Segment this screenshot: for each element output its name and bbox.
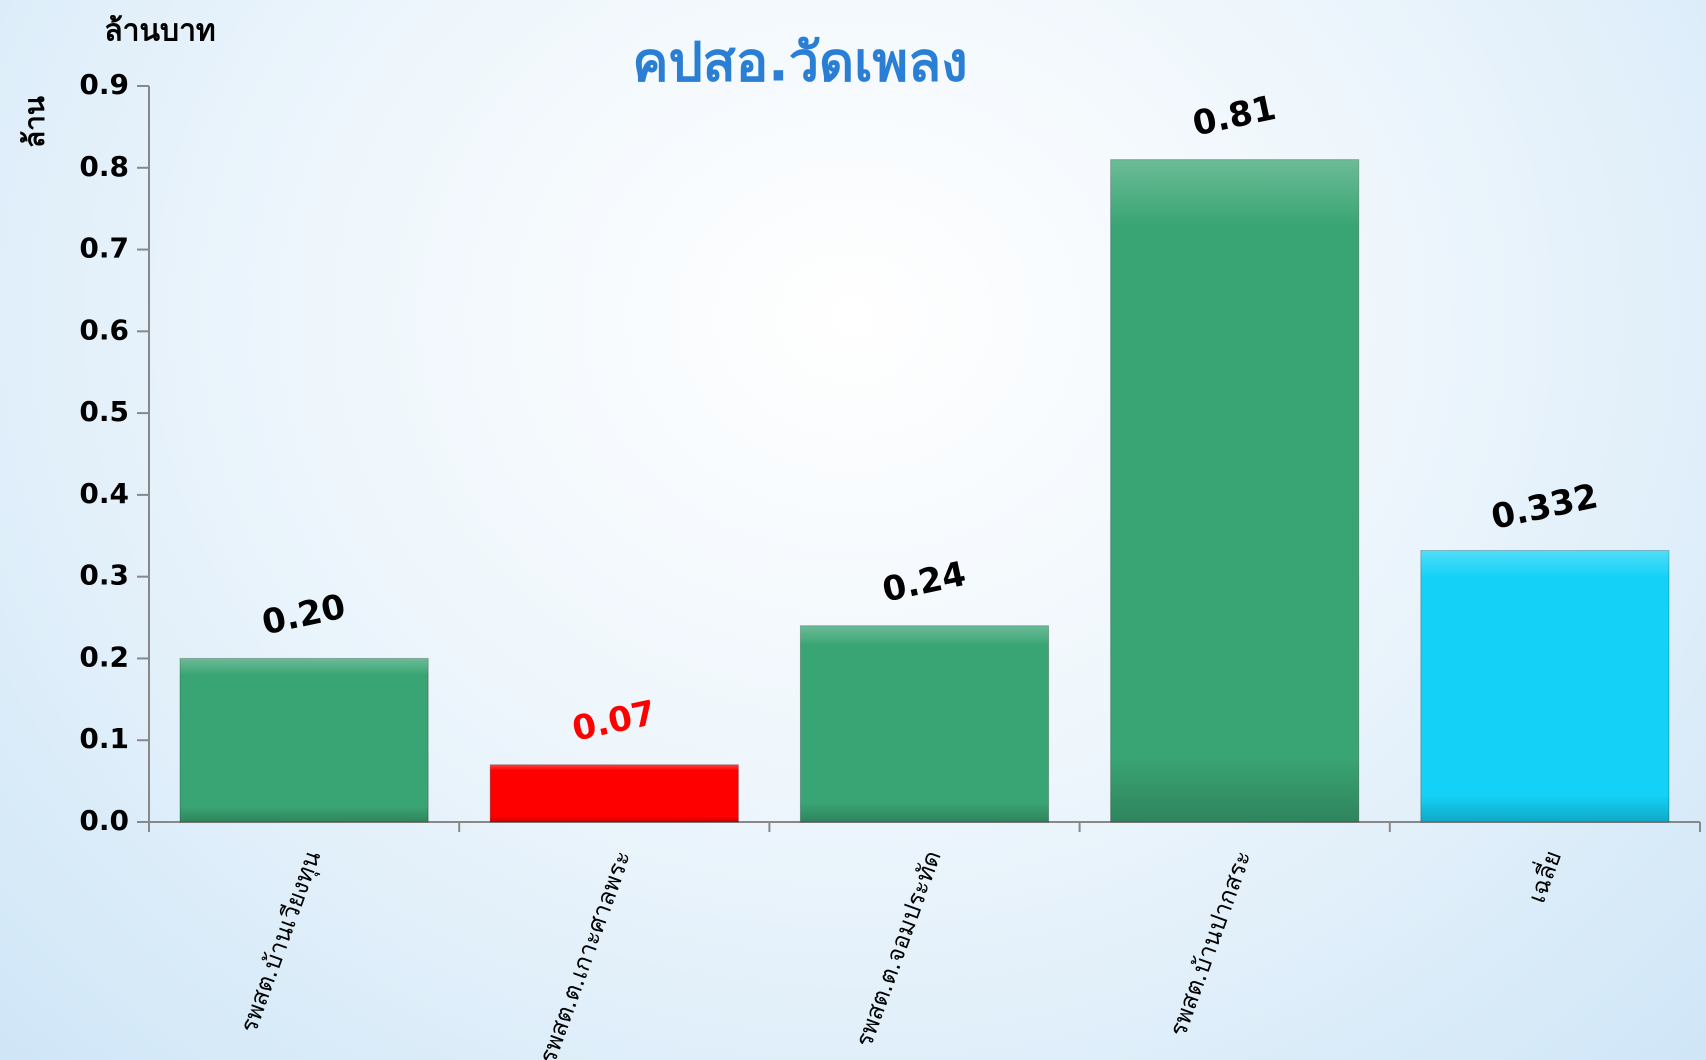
- value-label: 0.81: [1189, 88, 1279, 145]
- y-tick-label: 0.4: [79, 477, 129, 510]
- value-label: 0.07: [569, 693, 659, 750]
- value-label: 0.332: [1488, 476, 1602, 537]
- x-tick-label: รพสต.ต.เกาะศาลพระ: [534, 847, 637, 1060]
- bar-shade: [490, 764, 739, 822]
- bar-shade: [1420, 550, 1669, 822]
- x-tick-label: รพสต.ต.จอมประทัด: [850, 847, 947, 1051]
- y-tick-label: 0.9: [79, 68, 129, 101]
- x-tick-label: เฉลี่ย: [1520, 846, 1567, 907]
- y-tick-label: 0.1: [79, 722, 129, 755]
- y-tick-label: 0.8: [79, 150, 129, 183]
- bar-shade: [1110, 159, 1359, 823]
- y-tick-label: 0.3: [79, 559, 129, 592]
- chart-title: คปสอ.วัดเพลง: [632, 31, 967, 94]
- value-label: 0.24: [879, 554, 969, 611]
- value-label: 0.20: [259, 587, 349, 644]
- bar-shade: [800, 625, 1049, 822]
- y-tick-label: 0.0: [79, 804, 129, 837]
- y-tick-label: 0.7: [79, 232, 129, 265]
- y-tick-label: 0.2: [79, 640, 129, 673]
- y-tick-label: 0.5: [79, 395, 129, 428]
- y-axis-title: ล้าน: [18, 96, 51, 148]
- y-tick-label: 0.6: [79, 313, 129, 346]
- y-unit: ล้านบาท: [104, 14, 215, 49]
- bar-shade: [180, 658, 429, 822]
- x-tick-label: รพสต.บ้านปากสระ: [1164, 847, 1257, 1040]
- x-tick-label: รพสต.บ้านเวียงทุน: [235, 847, 328, 1037]
